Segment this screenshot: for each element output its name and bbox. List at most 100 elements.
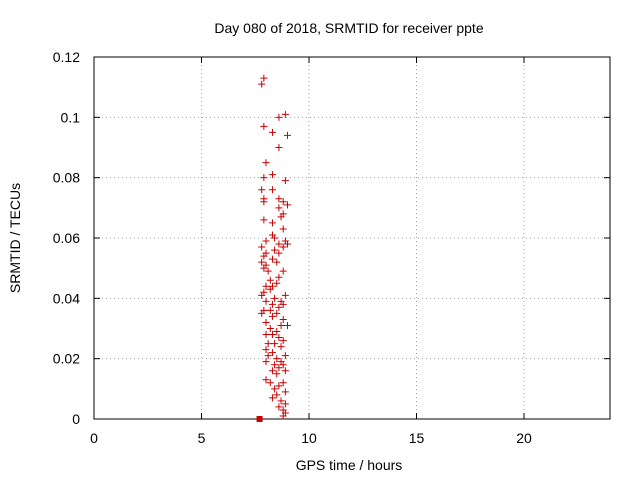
data-point [260, 74, 268, 82]
x-tick-label: 15 [409, 430, 425, 446]
data-point [275, 240, 283, 248]
data-point [275, 303, 283, 311]
data-point [260, 122, 268, 130]
data-point [273, 391, 281, 399]
data-point [258, 243, 266, 251]
data-point [279, 412, 287, 420]
data-point [264, 340, 272, 348]
data-point [268, 312, 276, 320]
plot-frame [93, 56, 611, 420]
data-point [271, 294, 279, 302]
y-tick-label: 0.1 [61, 109, 81, 125]
data-point [268, 394, 276, 402]
data-point [271, 234, 279, 242]
data-point [284, 201, 291, 209]
data-point [279, 300, 287, 308]
data-point [275, 113, 283, 121]
data-point [281, 110, 289, 118]
data-point [271, 385, 279, 393]
x-tick-label: 20 [516, 430, 532, 446]
data-point [284, 240, 291, 248]
data-point [271, 246, 279, 254]
data-point-square [256, 416, 263, 422]
data-point [279, 379, 287, 387]
x-tick-label: 10 [301, 430, 317, 446]
ticks [93, 56, 610, 420]
data-point [275, 403, 283, 411]
data-point [262, 358, 270, 366]
points [256, 74, 291, 422]
data-point [262, 237, 270, 245]
data-point [277, 343, 285, 351]
x-tick-label: 5 [198, 430, 206, 446]
y-tick-label: 0.06 [53, 230, 80, 246]
x-axis-label: GPS time / hours [296, 457, 403, 473]
data-point [258, 186, 266, 194]
data-point [279, 225, 287, 233]
data-point [277, 397, 285, 405]
data-point [268, 331, 276, 339]
data-point [268, 219, 276, 227]
data-point [268, 367, 276, 375]
grid [94, 57, 610, 419]
data-point [266, 379, 274, 387]
data-point [281, 388, 289, 396]
data-point [275, 195, 283, 203]
data-point [260, 216, 268, 224]
data-point [284, 321, 291, 329]
data-point [262, 376, 270, 384]
data-point [273, 328, 281, 336]
data-point [275, 249, 283, 257]
data-point [273, 279, 281, 287]
data-point [258, 291, 266, 299]
data-point [279, 337, 287, 345]
data-point [279, 198, 287, 206]
data-point [271, 340, 279, 348]
data-point [284, 131, 291, 139]
tick-labels: 0 5 10 15 20 0 0.02 0.04 0.06 0.08 0.1 0.12 [53, 49, 532, 446]
data-point [271, 361, 279, 369]
data-point [281, 291, 289, 299]
data-point [275, 334, 283, 342]
data-point [279, 243, 287, 251]
data-point [281, 400, 289, 408]
data-point [275, 204, 283, 212]
data-point [266, 285, 274, 293]
data-point [258, 309, 266, 317]
data-point [266, 306, 274, 314]
y-tick-label: 0.08 [53, 170, 80, 186]
data-point [258, 258, 266, 266]
y-tick-label: 0 [72, 411, 80, 427]
data-point [260, 174, 268, 182]
data-point [262, 159, 270, 167]
data-point [273, 370, 281, 378]
data-point [281, 367, 289, 375]
y-tick-label: 0.02 [53, 351, 80, 367]
y-tick-label: 0.04 [53, 290, 80, 306]
y-tick-label: 0.12 [53, 49, 80, 65]
data-point [268, 255, 276, 263]
data-point [268, 128, 276, 136]
data-point [279, 267, 287, 275]
data-point [262, 297, 270, 305]
data-point [273, 258, 281, 266]
data-point [264, 267, 272, 275]
data-point [262, 331, 270, 339]
data-point [262, 346, 270, 354]
data-point [277, 213, 285, 221]
data-point [275, 364, 283, 372]
data-point [262, 282, 270, 290]
data-point [277, 321, 285, 329]
data-point [260, 252, 268, 260]
data-point [266, 325, 274, 332]
data-point [275, 273, 283, 281]
data-point [266, 276, 274, 284]
data-point [273, 355, 281, 363]
data-point [260, 198, 268, 206]
data-point [258, 80, 266, 88]
data-point [268, 171, 276, 179]
data-point [281, 177, 289, 185]
data-point [264, 352, 272, 360]
data-point [268, 300, 276, 308]
